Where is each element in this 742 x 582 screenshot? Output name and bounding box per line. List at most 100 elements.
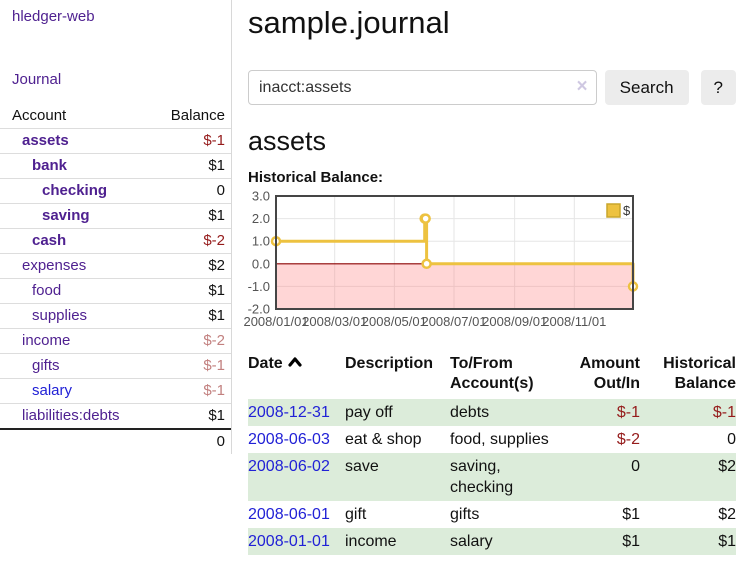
register-column-header-accts: To/From Account(s) (450, 355, 534, 392)
data-point[interactable] (421, 258, 432, 270)
register-column-header-desc: Description (345, 355, 434, 372)
transaction-accounts: debts (450, 404, 490, 421)
data-point[interactable] (420, 213, 431, 224)
transaction-date-link[interactable]: 2008-06-02 (248, 458, 330, 475)
account-row: bank $1 (0, 154, 231, 179)
transaction-date-link[interactable]: 2008-06-01 (248, 506, 330, 523)
account-row: salary $-1 (0, 379, 231, 404)
transaction-row: 2008-06-03 eat & shop food, supplies $-2 0 (248, 426, 736, 453)
transaction-accounts: food, supplies (450, 431, 549, 448)
account-balance: $-1 (203, 357, 225, 374)
account-link[interactable]: gifts (32, 357, 60, 374)
transaction-description: pay off (345, 404, 393, 421)
transaction-balance: $2 (718, 506, 736, 523)
account-link[interactable]: checking (42, 182, 108, 199)
legend-swatch (606, 203, 621, 218)
account-row: cash $-2 (0, 229, 231, 254)
transaction-balance: $1 (718, 533, 736, 550)
sort-ascending-icon (288, 357, 302, 367)
transaction-date-link[interactable]: 2008-06-03 (248, 431, 330, 448)
transaction-description: eat & shop (345, 431, 422, 448)
help-button[interactable]: ? (700, 70, 736, 105)
y-axis-tick-label: 2.0 (252, 211, 270, 226)
transaction-date-link[interactable]: 2008-01-01 (248, 533, 330, 550)
account-balance: $1 (208, 307, 225, 324)
chart-border (275, 195, 634, 310)
transaction-balance: $-1 (712, 404, 736, 421)
negative-region (276, 263, 633, 309)
register-column-header-date[interactable]: Date (248, 352, 345, 399)
transaction-row: 2008-01-01 income salary $1 $1 (248, 528, 736, 555)
main-content: sample.journal × Search ? assets Histori… (243, 0, 736, 555)
accounts-header-balance: Balance (170, 107, 225, 124)
account-row: expenses $2 (0, 254, 231, 279)
transaction-accounts: gifts (450, 506, 480, 523)
search-input[interactable] (248, 70, 597, 105)
transaction-balance: $2 (718, 458, 736, 475)
sidebar-item-journal[interactable]: Journal (12, 71, 62, 88)
transaction-description: save (345, 458, 379, 475)
transaction-amount: $1 (622, 506, 640, 523)
accounts-table: Account Balance assets $-1 bank $1 checking 0… (0, 104, 231, 454)
account-balance: $2 (208, 257, 225, 274)
y-axis-tick-label: 3.0 (252, 189, 270, 204)
transaction-row: 2008-06-02 save saving, checking 0 $2 (248, 453, 736, 501)
chart-title: Historical Balance: (248, 169, 384, 186)
account-row: assets $-1 (0, 129, 231, 154)
y-axis-tick-label: -1.0 (248, 279, 270, 294)
transaction-accounts: saving, checking (450, 458, 514, 496)
account-row: saving $1 (0, 204, 231, 229)
x-axis-tick-label: 2008/03/01 (302, 314, 367, 329)
account-link[interactable]: liabilities:debts (22, 407, 120, 424)
x-axis-tick-label: 2008/07/01 (421, 314, 486, 329)
transaction-row: 2008-06-01 gift gifts $1 $2 (248, 501, 736, 528)
app-brand-link[interactable]: hledger-web (12, 8, 95, 25)
transaction-accounts: salary (450, 533, 493, 550)
accounts-total-balance: 0 (216, 433, 225, 450)
account-link[interactable]: supplies (32, 307, 88, 324)
search-form: × Search ? (248, 70, 736, 105)
x-axis-tick-label: 2008/09/01 (482, 314, 547, 329)
account-row: checking 0 (0, 179, 231, 204)
account-balance: $1 (208, 207, 225, 224)
account-link[interactable]: food (32, 282, 62, 299)
transaction-amount: $1 (622, 533, 640, 550)
account-link[interactable]: assets (22, 132, 69, 149)
account-link[interactable]: income (22, 332, 71, 349)
transaction-amount: $-2 (616, 431, 640, 448)
y-axis-tick-label: 0.0 (252, 256, 270, 271)
search-button[interactable]: Search (604, 70, 689, 105)
accounts-total-row: 0 (0, 429, 231, 454)
account-row: food $1 (0, 279, 231, 304)
x-axis-tick-label: 2008/11/01 (542, 314, 606, 329)
legend-label: $ (623, 203, 631, 218)
account-link[interactable]: cash (32, 232, 67, 249)
account-row: liabilities:debts $1 (0, 404, 231, 429)
transaction-amount: $-1 (616, 404, 640, 421)
transaction-row: 2008-12-31 pay off debts $-1 $-1 (248, 399, 736, 426)
account-link[interactable]: saving (42, 207, 90, 224)
accounts-header-account: Account (12, 107, 67, 124)
clear-search-icon[interactable]: × (576, 76, 588, 97)
register-column-header-amount: Amount Out/In (579, 355, 640, 392)
account-balance: $1 (208, 282, 225, 299)
account-link[interactable]: bank (32, 157, 68, 174)
account-link[interactable]: expenses (22, 257, 87, 274)
page-title: sample.journal (248, 5, 450, 40)
account-balance: $-1 (203, 132, 225, 149)
account-link[interactable]: salary (32, 382, 73, 399)
x-axis-tick-label: 2008/01/01 (243, 314, 308, 329)
account-balance: $1 (208, 157, 225, 174)
accounts-header-row: Account Balance (0, 104, 231, 129)
transaction-description: income (345, 533, 397, 550)
historical-balance-chart[interactable]: $3.0 2.0 1.0 0.0 -1.0 -2.02008/01/012008/03/0… (243, 189, 736, 336)
transaction-description: gift (345, 506, 367, 523)
account-row: supplies $1 (0, 304, 231, 329)
account-balance: $-2 (203, 332, 225, 349)
register-header-row: Date Description To/From Account(s) Amount … (248, 352, 736, 399)
account-row: gifts $-1 (0, 354, 231, 379)
transaction-date-link[interactable]: 2008-12-31 (248, 404, 330, 421)
y-axis-tick-label: 1.0 (252, 234, 270, 249)
account-row: income $-2 (0, 329, 231, 354)
register-table: Date Description To/From Account(s) Amount … (248, 352, 736, 555)
